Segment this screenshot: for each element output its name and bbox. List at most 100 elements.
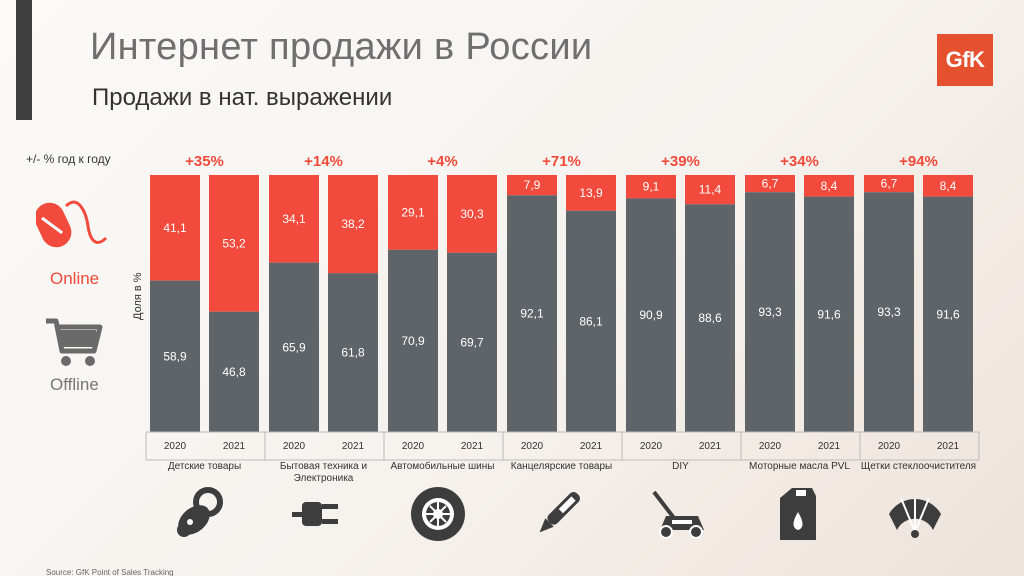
data-label-online: 53,2 [222, 236, 246, 250]
bar-offline [447, 252, 497, 432]
data-label-online: 13,9 [579, 186, 603, 200]
data-label-offline: 61,8 [341, 346, 365, 360]
category-label-line2: Электроника [294, 473, 354, 484]
category-label: Канцелярские товары [511, 461, 612, 472]
bar-offline [209, 311, 259, 432]
data-label-offline: 93,3 [758, 305, 782, 319]
year-tick-label: 2020 [283, 441, 306, 452]
growth-label-3: +71% [542, 153, 581, 170]
bar-online [388, 175, 438, 250]
data-label-offline: 93,3 [877, 305, 901, 319]
data-label-online: 30,3 [460, 207, 484, 221]
year-tick-label: 2021 [223, 441, 246, 452]
year-tick-label: 2020 [521, 441, 544, 452]
data-label-online: 8,4 [940, 179, 957, 193]
mouse-icon [36, 200, 108, 248]
year-tick-label: 2020 [164, 441, 187, 452]
year-tick-label: 2021 [580, 441, 603, 452]
page-subtitle: Продажи в нат. выражении [92, 84, 393, 111]
gfk-logo: GfK [937, 34, 993, 86]
bar-online [566, 175, 616, 211]
data-label-offline: 88,6 [698, 311, 722, 325]
legend-online-label: Online [50, 269, 100, 288]
data-label-online: 34,1 [282, 212, 306, 226]
data-label-online: 9,1 [643, 180, 660, 194]
legend-offline-label: Offline [50, 375, 99, 394]
data-label-offline: 69,7 [460, 335, 484, 349]
category-label: Щетки стеклоочистителя [861, 461, 976, 472]
bar-online [328, 175, 378, 274]
data-label-offline: 91,6 [817, 307, 841, 321]
category-label: Бытовая техника и [280, 461, 367, 472]
year-tick-label: 2021 [937, 441, 960, 452]
bar-offline [150, 280, 200, 432]
bar-offline [745, 192, 795, 432]
growth-label-4: +39% [661, 153, 700, 170]
plug-icon [292, 502, 338, 526]
bar-offline [388, 249, 438, 432]
data-label-online: 7,9 [524, 178, 541, 192]
bar-online [209, 175, 259, 312]
bar-online [685, 175, 735, 205]
bar-offline [804, 196, 854, 432]
bar-offline [566, 210, 616, 432]
pacifier-icon [177, 487, 223, 537]
data-label-online: 29,1 [401, 205, 425, 219]
data-label-online: 41,1 [163, 221, 187, 235]
bar-online [507, 175, 557, 196]
data-label-offline: 65,9 [282, 340, 306, 354]
data-label-online: 8,4 [821, 179, 838, 193]
data-label-offline: 91,6 [936, 307, 960, 321]
year-tick-label: 2021 [699, 441, 722, 452]
wiper-icon [889, 497, 941, 538]
bar-online [923, 175, 973, 197]
pen-icon [539, 492, 580, 533]
bar-online [626, 175, 676, 199]
cart-icon [46, 318, 103, 366]
data-label-online: 11,4 [699, 183, 722, 197]
year-tick-label: 2021 [342, 441, 365, 452]
bar-online [804, 175, 854, 197]
bar-online [864, 175, 914, 193]
year-tick-label: 2020 [640, 441, 663, 452]
source-note: Source: GfK Point of Sales Tracking [46, 568, 174, 576]
bar-offline [269, 262, 319, 432]
data-label-online: 6,7 [762, 177, 779, 191]
growth-label-5: +34% [780, 153, 819, 170]
data-label-offline: 90,9 [639, 308, 663, 322]
bar-offline [864, 192, 914, 432]
bar-online [745, 175, 795, 193]
category-label: Детские товары [168, 461, 241, 472]
data-label-online: 6,7 [881, 177, 898, 191]
data-label-offline: 86,1 [579, 314, 603, 328]
bar-online [150, 175, 200, 281]
growth-label-1: +14% [304, 153, 343, 170]
data-label-offline: 92,1 [520, 307, 544, 321]
year-tick-label: 2020 [759, 441, 782, 452]
bar-offline [626, 198, 676, 432]
data-label-offline: 70,9 [401, 334, 425, 348]
data-label-offline: 58,9 [163, 349, 187, 363]
data-label-offline: 46,8 [222, 365, 246, 379]
growth-label-0: +35% [185, 153, 224, 170]
page-title: Интернет продажи в России [90, 26, 593, 68]
bar-online [447, 175, 497, 253]
bar-online [269, 175, 319, 263]
data-label-online: 38,2 [341, 217, 365, 231]
bar-offline [923, 196, 973, 432]
oil-canister-icon [780, 488, 816, 540]
year-tick-label: 2021 [818, 441, 841, 452]
year-tick-label: 2021 [461, 441, 484, 452]
bar-offline [685, 204, 735, 432]
year-tick-label: 2020 [878, 441, 901, 452]
category-label: Автомобильные шины [391, 460, 495, 472]
tire-icon [411, 487, 465, 541]
bar-offline [507, 195, 557, 432]
growth-label-2: +4% [427, 153, 457, 170]
category-label: DIY [672, 461, 689, 472]
lawnmower-icon [652, 490, 704, 539]
growth-label: +/- % год к году [26, 152, 111, 166]
category-label: Моторные масла PVL [749, 461, 850, 472]
bar-offline [328, 273, 378, 432]
